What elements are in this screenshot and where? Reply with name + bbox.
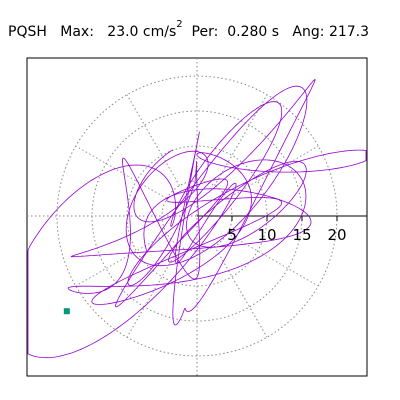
plot-frame xyxy=(26,57,368,377)
grid-spoke-150 xyxy=(75,145,167,199)
grid-spoke-60 xyxy=(214,94,268,186)
period-value: 0.280 s xyxy=(227,23,280,40)
max-exponent: 2 xyxy=(176,19,183,30)
axes xyxy=(197,215,367,221)
grid-spoke-240 xyxy=(126,246,180,338)
motion-trace-path xyxy=(27,79,367,359)
radial-tick-label: 20 xyxy=(327,226,346,244)
plot-header: PQSH Max: 23.0 cm/s2 Per: 0.280 s Ang: 2… xyxy=(8,18,369,42)
angle-value: 217.3 xyxy=(328,23,370,40)
end-point-marker xyxy=(63,308,70,315)
max-value: 23.0 cm/s xyxy=(107,23,177,40)
end-marker xyxy=(63,308,70,315)
angle-label: Ang: xyxy=(292,23,325,40)
radial-tick-label: 10 xyxy=(257,226,276,244)
grid-spoke-120 xyxy=(126,94,180,186)
radial-tick-label: 5 xyxy=(227,226,237,244)
period-label: Per: xyxy=(191,23,219,40)
motion-trace xyxy=(27,79,367,359)
grid-spoke-300 xyxy=(214,246,268,338)
grid-spoke-210 xyxy=(75,233,167,287)
radial-tick-label: 15 xyxy=(292,226,311,244)
max-label: Max: xyxy=(60,23,94,40)
station-code: PQSH xyxy=(8,23,47,40)
radial-tick-labels: 5 10 15 20 xyxy=(227,226,346,244)
grid-spoke-330 xyxy=(227,233,319,287)
